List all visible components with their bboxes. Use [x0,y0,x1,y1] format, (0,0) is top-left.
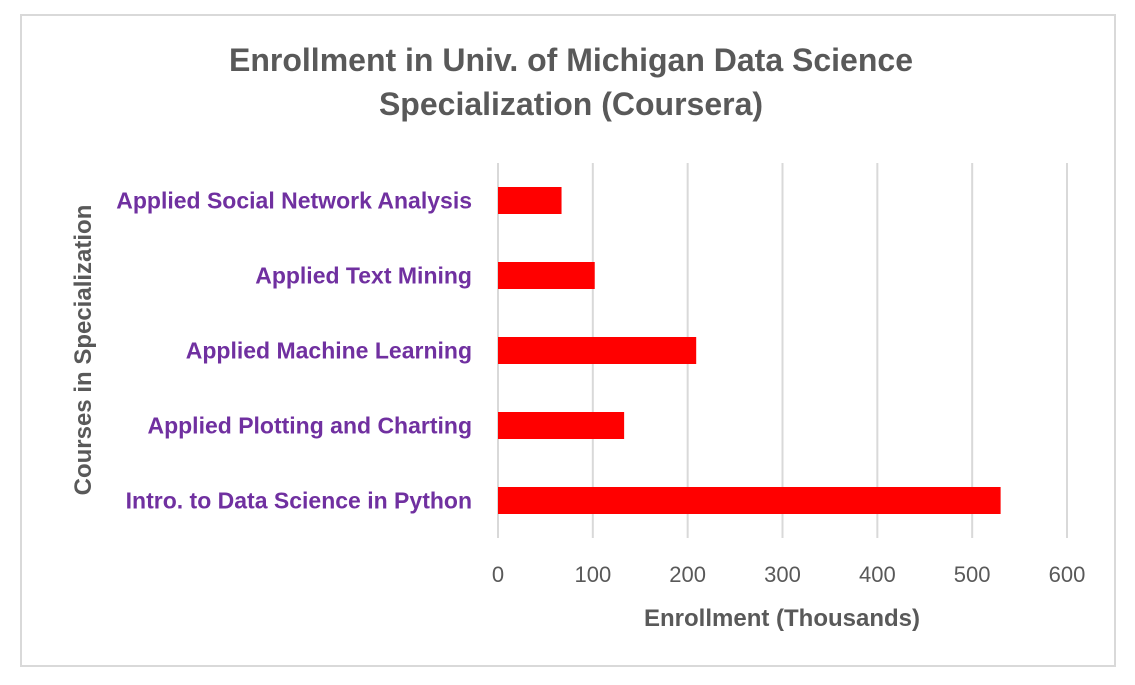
chart-title-line-1: Enrollment in Univ. of Michigan Data Sci… [229,42,913,78]
chart-title-line-2: Specialization (Coursera) [378,86,764,122]
x-axis-title: Enrollment (Thousands) [644,605,920,632]
x-tick-label-100: 100 [574,562,611,587]
bar-3 [498,337,697,364]
bar-4 [498,262,595,289]
bar-2 [498,412,625,439]
category-label-5: Applied Social Network Analysis [116,188,472,214]
category-labels: Intro. to Data Science in Python Applied … [116,188,472,514]
chart-title: Enrollment in Univ. of Michigan Data Sci… [0,38,1135,126]
category-label-2: Applied Plotting and Charting [147,413,472,439]
bar-5 [498,187,562,214]
category-label-3: Applied Machine Learning [186,338,472,364]
bars [498,187,1001,514]
bar-1 [498,487,1001,514]
x-tick-label-0: 0 [492,562,504,587]
category-label-4: Applied Text Mining [255,263,472,289]
x-tick-label-400: 400 [859,562,896,587]
x-tick-label-200: 200 [669,562,706,587]
x-tick-label-300: 300 [764,562,801,587]
x-tick-label-600: 600 [1049,562,1086,587]
category-label-1: Intro. to Data Science in Python [126,488,472,514]
x-tick-labels: 0 100 200 300 400 500 600 [492,562,1085,587]
x-tick-label-500: 500 [954,562,991,587]
y-axis-title: Courses in Specialization [70,205,97,496]
